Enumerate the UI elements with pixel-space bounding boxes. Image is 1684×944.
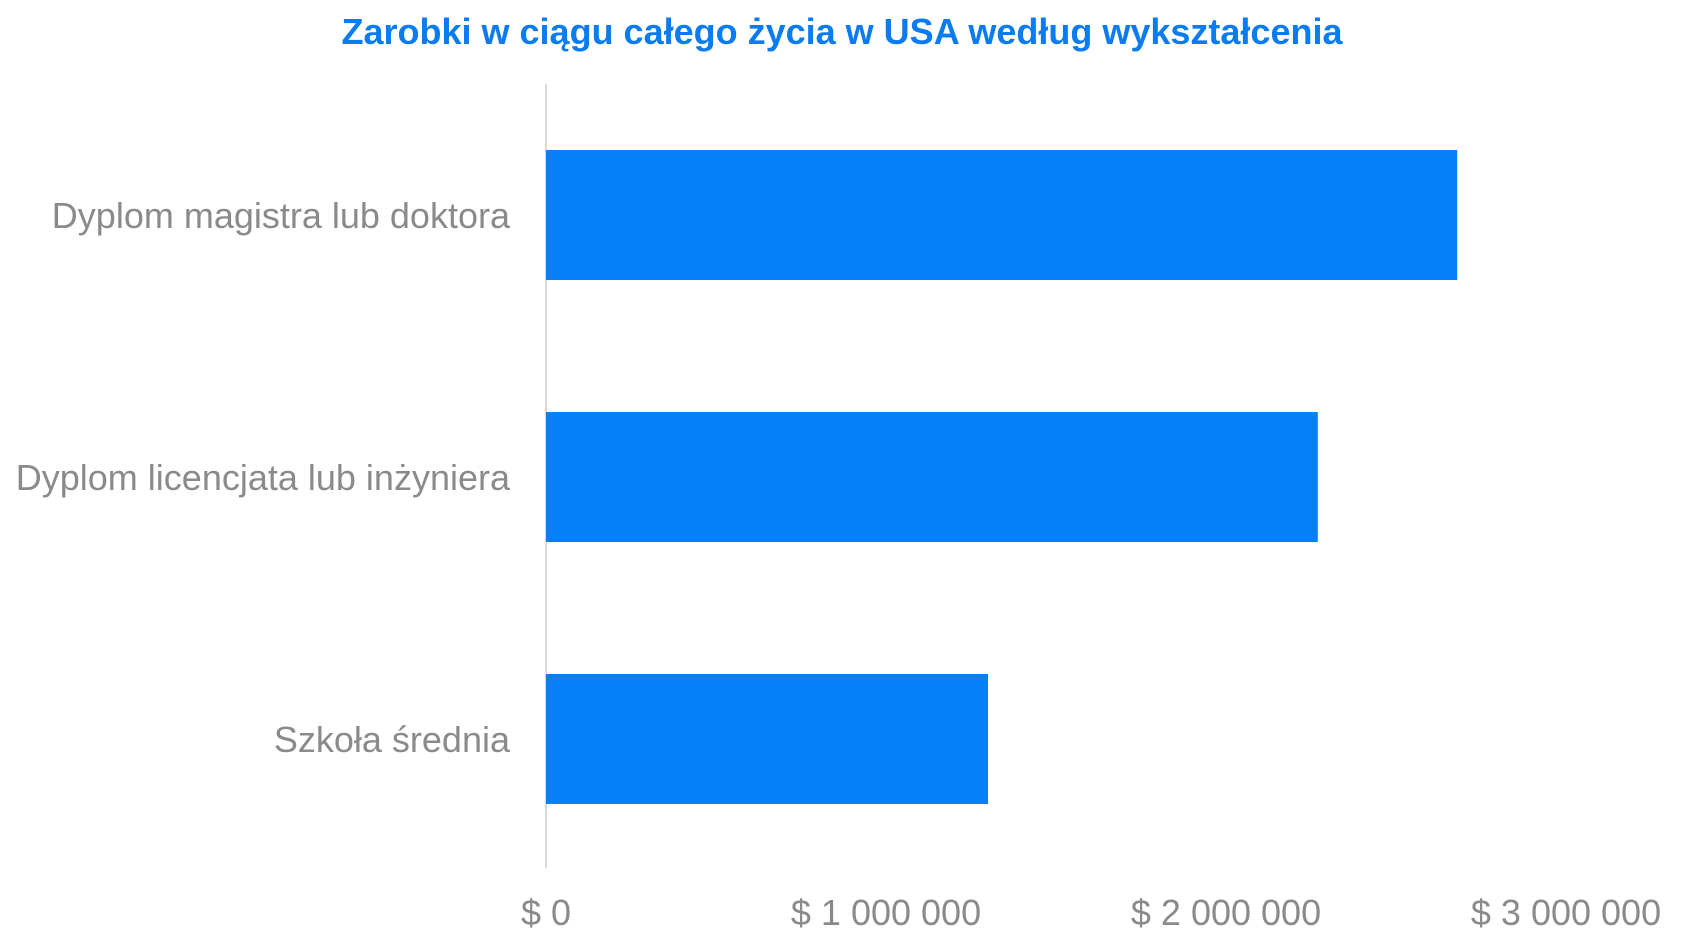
x-tick-label: $ 0 [521, 892, 571, 933]
category-label: Szkoła średnia [274, 719, 511, 760]
category-label: Dyplom magistra lub doktora [52, 195, 511, 236]
bar [546, 674, 988, 804]
x-tick-label: $ 3 000 000 [1471, 892, 1661, 933]
bar [546, 150, 1458, 280]
category-label: Dyplom licencjata lub inżyniera [16, 457, 511, 498]
bar [546, 412, 1318, 542]
x-tick-label: $ 2 000 000 [1131, 892, 1321, 933]
chart-title: Zarobki w ciągu całego życia w USA wedłu… [342, 11, 1344, 52]
x-tick-label: $ 1 000 000 [791, 892, 981, 933]
x-axis-ticks: $ 0 $ 1 000 000 $ 2 000 000 $ 3 000 000 [521, 892, 1661, 933]
category-labels: Dyplom magistra lub doktora Dyplom licenc… [16, 195, 511, 760]
bars [546, 150, 1458, 804]
